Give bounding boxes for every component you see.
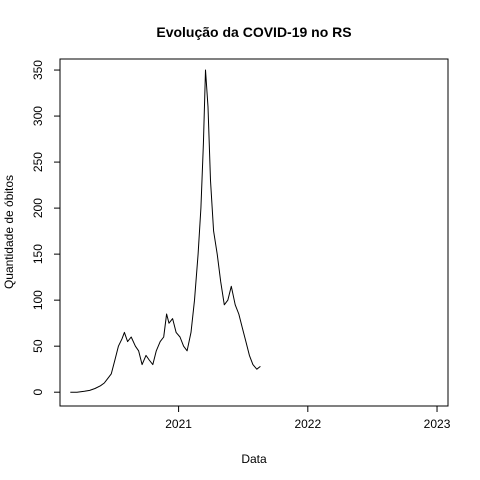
- plot-area-frame: [59, 58, 449, 407]
- x-tick-label: 2022: [294, 417, 321, 431]
- chart-title: Evolução da COVID-19 no RS: [156, 24, 351, 40]
- y-axis-label: Quantidade de óbitos: [2, 175, 16, 289]
- x-axis-label: Data: [241, 452, 267, 466]
- y-tick-label: 150: [31, 244, 45, 264]
- y-tick-label: 300: [31, 106, 45, 126]
- series-layer: [70, 69, 261, 393]
- y-tick-label: 50: [31, 339, 45, 353]
- y-tick-label: 350: [31, 60, 45, 80]
- y-tick-label: 0: [31, 389, 45, 396]
- x-axis: 2021 2022 2023: [165, 405, 451, 431]
- x-tick-label: 2023: [424, 417, 451, 431]
- y-tick-label: 250: [31, 152, 45, 172]
- y-tick-label: 100: [31, 290, 45, 310]
- series-line-0: [70, 69, 261, 393]
- y-axis: 0 50 100 150 200 250 300 350: [31, 60, 61, 396]
- x-tick-label: 2021: [165, 417, 192, 431]
- y-tick-label: 200: [31, 198, 45, 218]
